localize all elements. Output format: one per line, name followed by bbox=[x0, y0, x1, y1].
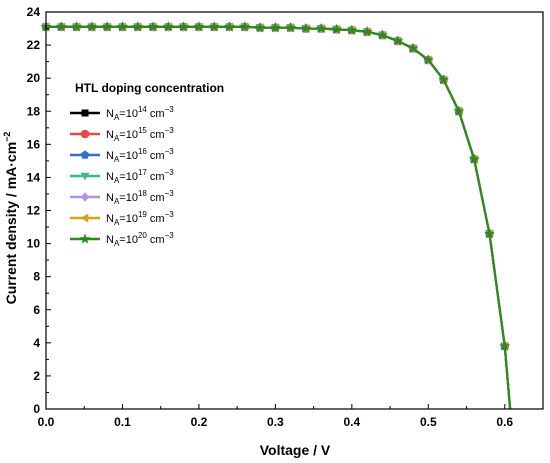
x-tick-label: 0.6 bbox=[496, 415, 513, 429]
data-point bbox=[71, 21, 82, 32]
y-tick-label: 22 bbox=[27, 38, 41, 52]
y-tick-label: 24 bbox=[27, 5, 41, 19]
y-tick-label: 18 bbox=[27, 104, 41, 118]
legend: HTL doping concentration NA=1014 cm−3 NA=… bbox=[70, 81, 224, 248]
axes: 0.0 0.1 0.2 0.3 0.4 0.5 0.60246810121416182022… bbox=[27, 5, 544, 429]
x-tick-label: 0.0 bbox=[38, 415, 55, 429]
data-point bbox=[162, 21, 174, 32]
y-tick-label: 6 bbox=[33, 303, 40, 317]
legend-label: NA=1020 cm−3 bbox=[106, 231, 174, 248]
data-point bbox=[438, 74, 449, 85]
series-7 bbox=[40, 21, 512, 410]
data-point bbox=[422, 54, 434, 65]
data-point bbox=[361, 26, 373, 37]
data-point bbox=[392, 35, 404, 46]
data-point bbox=[101, 21, 113, 32]
data-point bbox=[269, 22, 281, 33]
legend-label: NA=1017 cm−3 bbox=[106, 168, 174, 185]
x-tick-label: 0.3 bbox=[267, 415, 284, 429]
x-axis-title: Voltage / V bbox=[260, 442, 331, 458]
y-tick-label: 4 bbox=[33, 336, 40, 350]
x-tick-label: 0.1 bbox=[114, 415, 131, 429]
data-point bbox=[331, 23, 342, 34]
data-point bbox=[208, 21, 220, 32]
y-tick-label: 20 bbox=[27, 71, 41, 85]
legend-item: NA=1020 cm−3 bbox=[70, 231, 174, 248]
legend-marker bbox=[80, 129, 90, 139]
data-point bbox=[224, 21, 235, 32]
plot-area bbox=[40, 21, 512, 410]
legend-item: NA=1019 cm−3 bbox=[70, 210, 174, 227]
data-point bbox=[315, 22, 327, 34]
y-axis-title: Current density / mA·cm−2 bbox=[2, 132, 19, 305]
data-point bbox=[239, 21, 251, 32]
data-point bbox=[178, 21, 190, 32]
data-point bbox=[132, 21, 144, 32]
y-axis-title-sup: −2 bbox=[2, 132, 12, 142]
data-point bbox=[193, 21, 205, 32]
legend-item: NA=1017 cm−3 bbox=[70, 168, 174, 185]
data-point bbox=[147, 21, 159, 32]
x-tick-label: 0.2 bbox=[191, 415, 208, 429]
x-tick-label: 0.4 bbox=[344, 415, 361, 429]
legend-item: NA=1014 cm−3 bbox=[70, 105, 174, 122]
legend-item: NA=1015 cm−3 bbox=[70, 126, 174, 143]
y-tick-label: 2 bbox=[33, 369, 40, 383]
y-tick-label: 0 bbox=[33, 402, 40, 416]
legend-label: NA=1014 cm−3 bbox=[106, 105, 174, 122]
y-tick-label: 16 bbox=[27, 137, 41, 151]
legend-marker bbox=[81, 192, 89, 202]
data-point bbox=[300, 22, 312, 34]
legend-label: NA=1019 cm−3 bbox=[106, 210, 174, 227]
y-tick-label: 10 bbox=[27, 237, 41, 251]
data-point bbox=[117, 21, 128, 32]
y-tick-label: 14 bbox=[27, 170, 41, 184]
data-point bbox=[285, 22, 297, 33]
data-point bbox=[407, 42, 419, 53]
legend-item: NA=1018 cm−3 bbox=[70, 189, 174, 206]
legend-marker bbox=[80, 172, 90, 181]
data-point bbox=[499, 340, 511, 351]
data-point bbox=[346, 24, 358, 35]
legend-label: NA=1018 cm−3 bbox=[106, 189, 174, 206]
y-tick-label: 12 bbox=[27, 204, 41, 218]
legend-title: HTL doping concentration bbox=[75, 81, 224, 95]
legend-item: NA=1016 cm−3 bbox=[70, 147, 174, 164]
data-point bbox=[55, 21, 67, 32]
legend-marker bbox=[80, 150, 90, 159]
data-point bbox=[468, 153, 480, 164]
legend-marker bbox=[79, 233, 91, 244]
data-point bbox=[377, 29, 388, 40]
plot-frame bbox=[45, 11, 544, 410]
data-point bbox=[453, 105, 465, 116]
legend-marker bbox=[81, 109, 89, 117]
data-point bbox=[86, 21, 98, 32]
x-tick-label: 0.5 bbox=[420, 415, 437, 429]
data-point bbox=[484, 227, 495, 239]
data-point bbox=[254, 22, 266, 33]
legend-label: NA=1016 cm−3 bbox=[106, 147, 174, 164]
legend-label: NA=1015 cm−3 bbox=[106, 126, 174, 143]
y-axis-title-main: Current density / mA·cm bbox=[3, 142, 19, 305]
y-tick-label: 8 bbox=[33, 270, 40, 284]
legend-marker bbox=[80, 213, 89, 223]
